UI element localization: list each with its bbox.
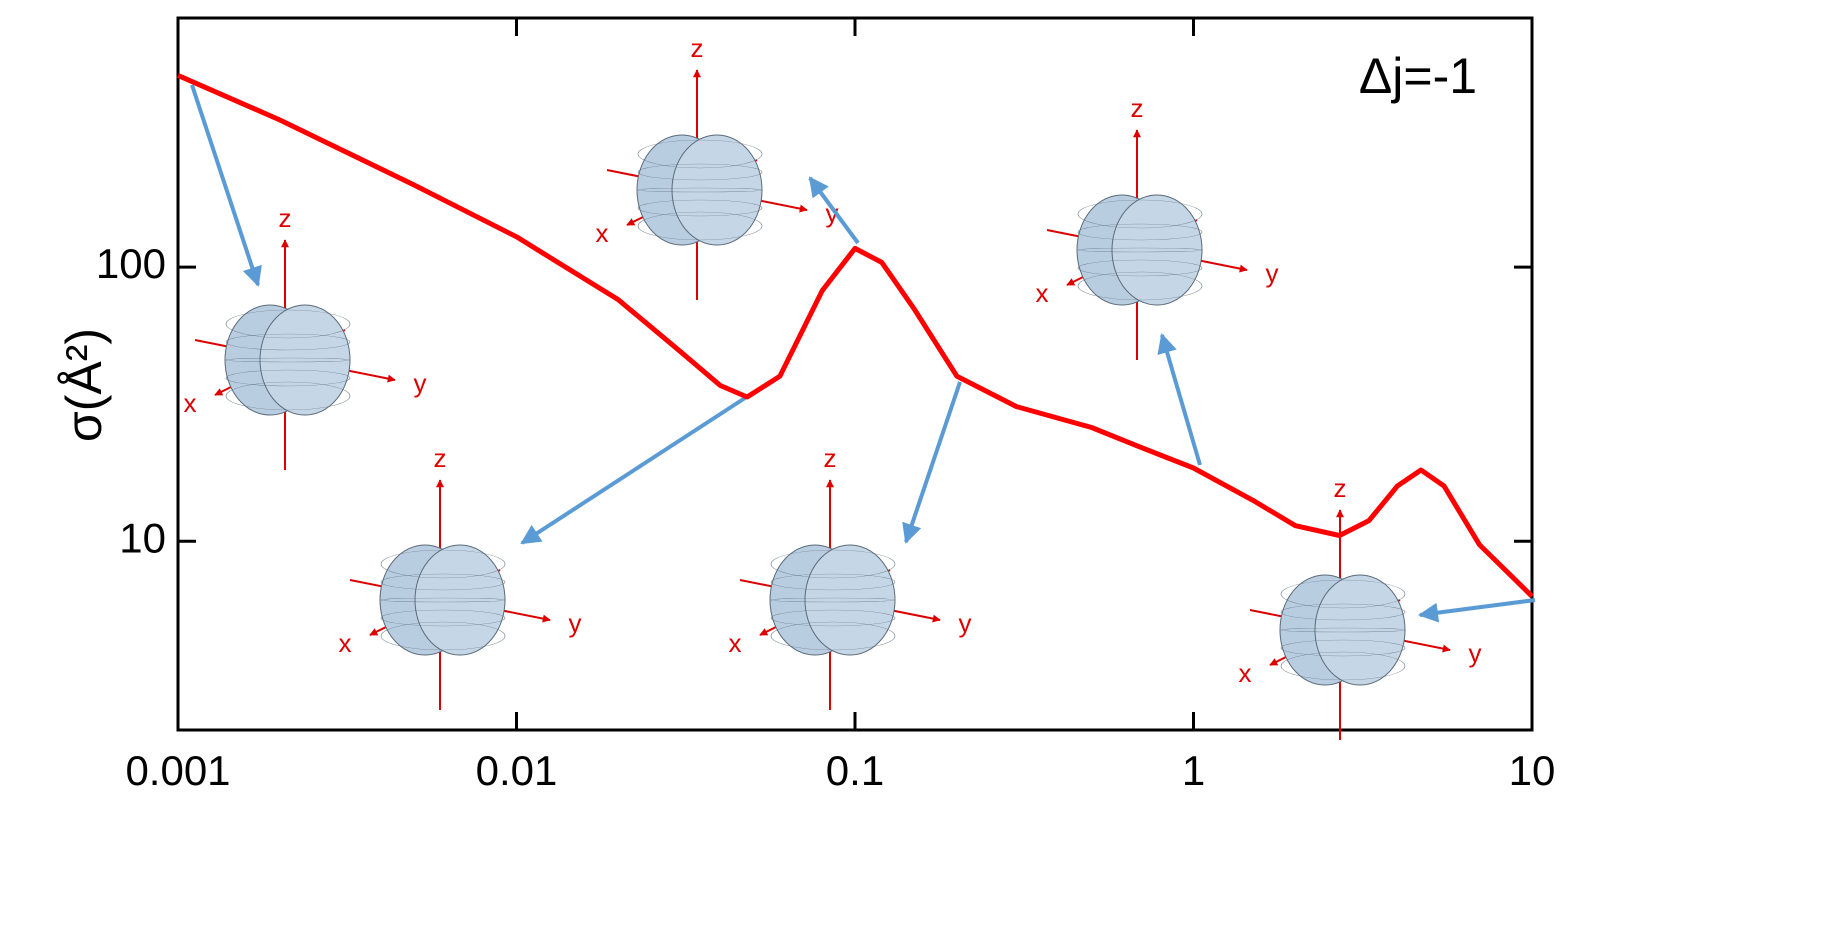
mesh — [1077, 271, 1203, 301]
y-tick-label: 100 — [96, 240, 166, 287]
mesh — [1280, 651, 1406, 681]
axis-letter: z — [279, 203, 292, 233]
mesh — [770, 573, 896, 591]
axis-letter: z — [1334, 473, 1347, 503]
pointer-arrow — [1418, 598, 1536, 623]
axis-letter: y — [1266, 258, 1279, 288]
mesh — [1280, 603, 1406, 621]
pointer-arrow — [902, 381, 962, 544]
mesh — [637, 199, 763, 217]
axis-letter: z — [691, 33, 704, 63]
mesh — [225, 369, 351, 387]
inset: x y z — [184, 203, 427, 470]
mesh — [225, 381, 351, 411]
lobe — [1111, 194, 1203, 306]
x-tick-label: 10 — [1509, 747, 1556, 794]
pointer-arrow — [520, 396, 747, 545]
inset: x y z — [729, 443, 972, 710]
inset: xyz — [596, 33, 839, 300]
axis-letter: y — [959, 608, 972, 638]
mesh — [637, 163, 763, 181]
x-tick-label: 0.001 — [125, 747, 230, 794]
lobe — [259, 304, 351, 416]
axis-letter: x — [596, 218, 609, 248]
pointer-arrow — [808, 176, 860, 245]
axis-letter: x — [1036, 278, 1049, 308]
axis-letter: z — [434, 443, 447, 473]
pointer-arrow — [190, 84, 262, 287]
mesh — [637, 139, 763, 169]
mesh — [380, 549, 506, 579]
axis-letter: z — [824, 443, 837, 473]
lobe — [804, 544, 896, 656]
mesh — [225, 309, 351, 339]
mesh — [637, 211, 763, 241]
mesh — [770, 597, 896, 603]
y-tick-label: 10 — [119, 514, 166, 561]
inset: x y z — [339, 443, 582, 710]
axis-letter: y — [569, 608, 582, 638]
mesh — [1280, 627, 1406, 633]
lobe — [1314, 574, 1406, 686]
axis-letter: x — [729, 628, 742, 658]
mesh — [1280, 639, 1406, 657]
axis-letter: y — [414, 368, 427, 398]
inset: x y z — [1239, 473, 1482, 740]
mesh — [380, 621, 506, 651]
mesh — [1280, 579, 1406, 609]
x-tick-label: 1 — [1182, 747, 1205, 794]
mesh — [770, 549, 896, 579]
x-tick-label: 0.01 — [476, 747, 558, 794]
annotation: Δj=-1 — [1359, 48, 1477, 104]
axis-letter: y — [1469, 638, 1482, 668]
axis-letter: z — [1131, 93, 1144, 123]
mesh — [380, 609, 506, 627]
axis-letter: x — [1239, 658, 1252, 688]
pointer-arrow — [1157, 333, 1202, 466]
mesh — [225, 357, 351, 363]
mesh — [225, 333, 351, 351]
mesh — [770, 621, 896, 651]
mesh — [1077, 199, 1203, 229]
mesh — [1077, 247, 1203, 253]
x-tick-label: 0.1 — [826, 747, 884, 794]
axis-letter: x — [339, 628, 352, 658]
mesh — [770, 609, 896, 627]
axis-letter: x — [184, 388, 197, 418]
inset: x y z — [1036, 93, 1279, 360]
mesh — [1077, 223, 1203, 241]
mesh — [380, 597, 506, 603]
lobe — [414, 544, 506, 656]
y-axis-label: σ(Å²) — [56, 328, 112, 442]
mesh — [380, 573, 506, 591]
mesh — [637, 187, 763, 193]
lobe — [671, 134, 763, 246]
data-line — [176, 73, 1534, 599]
mesh — [1077, 259, 1203, 277]
